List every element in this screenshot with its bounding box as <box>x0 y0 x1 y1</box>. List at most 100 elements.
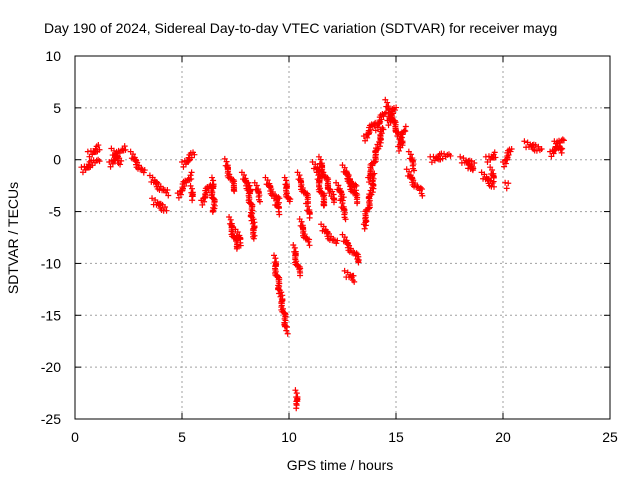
data-point <box>535 143 542 150</box>
data-point <box>271 252 278 259</box>
data-point <box>237 242 244 249</box>
data-point <box>419 192 426 199</box>
data-point <box>384 99 391 106</box>
data-point <box>237 235 244 242</box>
data-point <box>287 196 294 203</box>
x-tick-label: 0 <box>71 429 79 445</box>
data-point <box>320 223 327 230</box>
y-tick-label: -10 <box>41 255 61 271</box>
data-point <box>250 216 257 223</box>
data-point <box>351 278 358 285</box>
data-point <box>380 126 387 133</box>
data-point <box>249 203 256 210</box>
data-point <box>223 158 230 165</box>
data-point <box>385 122 392 129</box>
data-point <box>560 137 567 144</box>
data-point <box>353 250 360 257</box>
data-point <box>226 171 233 178</box>
data-point <box>401 127 408 134</box>
data-point <box>402 123 409 130</box>
data-point <box>188 185 195 192</box>
data-point <box>264 177 271 184</box>
data-point <box>291 244 298 251</box>
data-point <box>269 189 276 196</box>
y-axis-label: SDTVAR / TECUs <box>5 182 21 294</box>
data-point <box>229 230 236 237</box>
data-point <box>253 182 260 189</box>
data-point <box>320 169 327 176</box>
data-point <box>203 189 210 196</box>
data-point <box>292 255 299 262</box>
data-point <box>347 181 354 188</box>
data-point <box>281 174 288 181</box>
data-point <box>181 183 188 190</box>
data-point <box>315 172 322 179</box>
data-point <box>377 133 384 140</box>
data-point <box>341 209 348 216</box>
data-point <box>521 138 528 145</box>
data-point <box>283 177 290 184</box>
data-point <box>410 161 417 168</box>
data-point <box>246 189 253 196</box>
data-point <box>118 157 125 164</box>
data-point <box>350 272 357 279</box>
data-point <box>407 151 414 158</box>
data-point <box>387 119 394 126</box>
x-tick-label: 15 <box>388 429 404 445</box>
data-point <box>361 225 368 232</box>
data-point <box>533 147 540 154</box>
data-point <box>175 194 182 201</box>
x-axis-label: GPS time / hours <box>287 457 394 473</box>
y-tick-label: 5 <box>53 100 61 116</box>
data-point <box>298 218 305 225</box>
data-point <box>334 237 341 244</box>
data-point <box>417 184 424 191</box>
data-point <box>276 211 283 218</box>
data-point <box>251 232 258 239</box>
data-point <box>245 192 252 199</box>
y-tick-label: 0 <box>53 152 61 168</box>
data-point <box>317 156 324 163</box>
data-point <box>149 195 156 202</box>
data-point <box>505 180 512 187</box>
data-point <box>366 179 373 186</box>
data-point <box>350 249 357 256</box>
data-point <box>312 161 319 168</box>
data-point <box>505 151 512 158</box>
data-point <box>187 172 194 179</box>
data-point <box>369 189 376 196</box>
data-point <box>486 176 493 183</box>
data-point <box>275 194 282 201</box>
data-point <box>130 151 137 158</box>
data-point <box>341 234 348 241</box>
data-point <box>182 161 189 168</box>
data-point <box>305 203 312 210</box>
data-point <box>272 265 279 272</box>
data-point <box>345 172 352 179</box>
data-point <box>347 245 354 252</box>
data-point <box>225 168 232 175</box>
data-point <box>329 188 336 195</box>
data-point <box>199 201 206 208</box>
data-point <box>188 175 195 182</box>
data-point <box>162 203 169 210</box>
data-point <box>179 158 185 165</box>
data-point <box>177 191 184 198</box>
data-point <box>489 167 496 174</box>
data-point <box>353 182 360 189</box>
data-point <box>502 160 509 167</box>
data-point <box>374 124 381 131</box>
data-point <box>191 151 198 158</box>
data-point <box>296 268 303 275</box>
data-point <box>136 162 143 169</box>
data-point <box>231 188 238 195</box>
data-point <box>256 192 263 199</box>
data-point <box>138 165 145 172</box>
data-point <box>301 231 308 238</box>
data-point <box>396 147 403 154</box>
data-point <box>84 148 91 155</box>
data-point <box>233 243 240 250</box>
data-point <box>354 194 361 201</box>
data-point <box>276 204 283 211</box>
data-point <box>208 174 215 181</box>
